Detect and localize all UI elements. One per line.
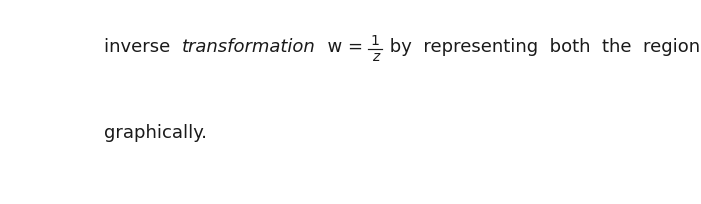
Text: by  representing  both  the  regions: by representing both the regions <box>384 38 701 56</box>
Text: 1: 1 <box>371 33 380 47</box>
Text: w =: w = <box>315 38 369 56</box>
Text: z: z <box>372 50 379 64</box>
Text: transformation: transformation <box>182 38 315 56</box>
Text: graphically.: graphically. <box>104 124 207 142</box>
Text: inverse: inverse <box>104 38 182 56</box>
